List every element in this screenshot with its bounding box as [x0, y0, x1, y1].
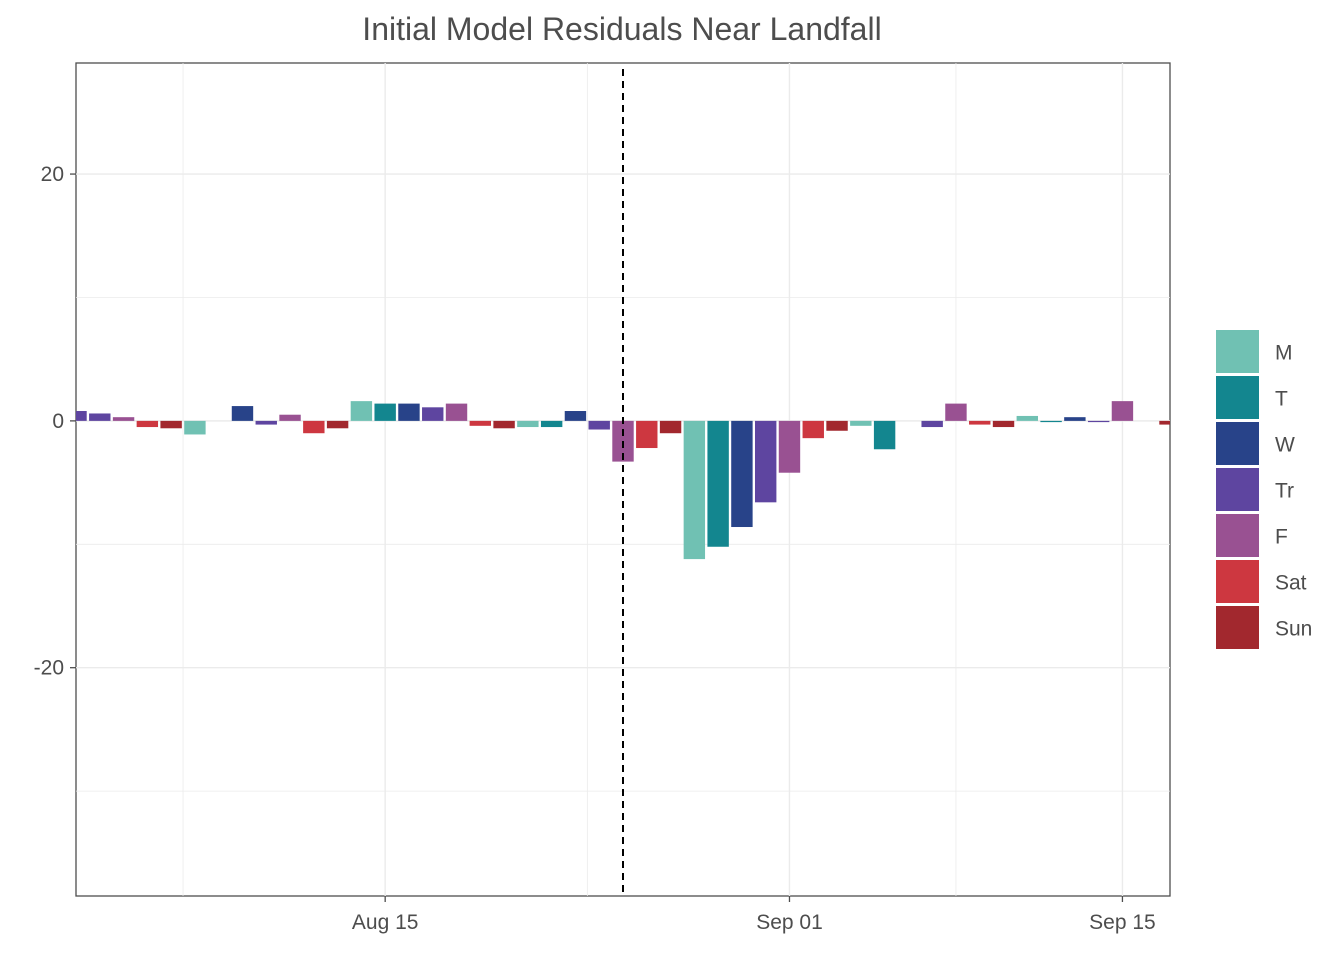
- bar: [326, 420, 349, 429]
- grid-lines: [76, 63, 1170, 896]
- bar: [1159, 420, 1170, 425]
- bar: [850, 420, 872, 426]
- bar: [826, 420, 848, 431]
- bar: [255, 420, 277, 425]
- bar: [945, 403, 967, 421]
- bar: [540, 420, 563, 428]
- legend-key: [1216, 330, 1259, 373]
- x-tick-label: Sep 15: [1089, 911, 1156, 934]
- y-tick-label: 0: [52, 410, 64, 433]
- legend-key: [1216, 376, 1259, 419]
- bar: [1064, 417, 1086, 421]
- legend-label: M: [1275, 342, 1293, 365]
- bar: [279, 414, 301, 421]
- bar: [517, 420, 539, 428]
- bar: [1111, 401, 1134, 421]
- chart-title: Initial Model Residuals Near Landfall: [362, 11, 881, 47]
- legend-label: F: [1275, 526, 1288, 549]
- bar: [76, 411, 87, 421]
- bar: [1040, 420, 1062, 423]
- y-tick-label: -20: [34, 657, 64, 680]
- legend-key: [1216, 422, 1259, 465]
- legend-label: Sat: [1275, 572, 1307, 595]
- bar: [636, 420, 658, 449]
- bar: [493, 420, 515, 429]
- bar: [231, 406, 254, 421]
- bar: [873, 420, 896, 450]
- bar: [659, 420, 682, 434]
- bar: [588, 420, 610, 430]
- bar: [1016, 415, 1039, 421]
- legend-key: [1216, 468, 1259, 511]
- legend-label: W: [1275, 434, 1295, 457]
- x-tick-label: Aug 15: [352, 911, 419, 934]
- bar: [374, 403, 396, 421]
- bar: [992, 420, 1015, 428]
- legend: MTW Tr F Sat Sun: [1216, 330, 1312, 649]
- bars: [76, 401, 1170, 560]
- bar: [136, 420, 159, 428]
- bar: [802, 420, 824, 439]
- bar: [1087, 420, 1110, 423]
- legend-key: [1216, 606, 1259, 649]
- legend-label: Sun: [1275, 618, 1312, 641]
- legend-key: [1216, 560, 1259, 603]
- bar: [969, 420, 991, 425]
- bar: [112, 417, 135, 421]
- x-tick-label: Sep 01: [756, 911, 823, 934]
- legend-label: Tr: [1275, 480, 1294, 503]
- axes: 20 0 -20 Aug 15 Sep 01 Sep 15: [34, 163, 1156, 934]
- bar: [564, 411, 587, 421]
- bar: [398, 403, 420, 421]
- bar: [89, 413, 111, 421]
- bar: [445, 403, 468, 421]
- y-tick-label: 20: [41, 163, 64, 186]
- bar: [422, 407, 444, 421]
- bar: [350, 401, 373, 421]
- bar: [754, 420, 777, 503]
- bar: [778, 420, 801, 473]
- bar: [469, 420, 492, 426]
- legend-key: [1216, 514, 1259, 557]
- bar: [184, 420, 206, 435]
- legend-label: T: [1275, 388, 1288, 411]
- bar: [707, 420, 729, 547]
- bar: [303, 420, 325, 434]
- bar: [731, 420, 753, 528]
- bar: [160, 420, 182, 429]
- bar: [683, 420, 706, 560]
- bar: [921, 420, 943, 428]
